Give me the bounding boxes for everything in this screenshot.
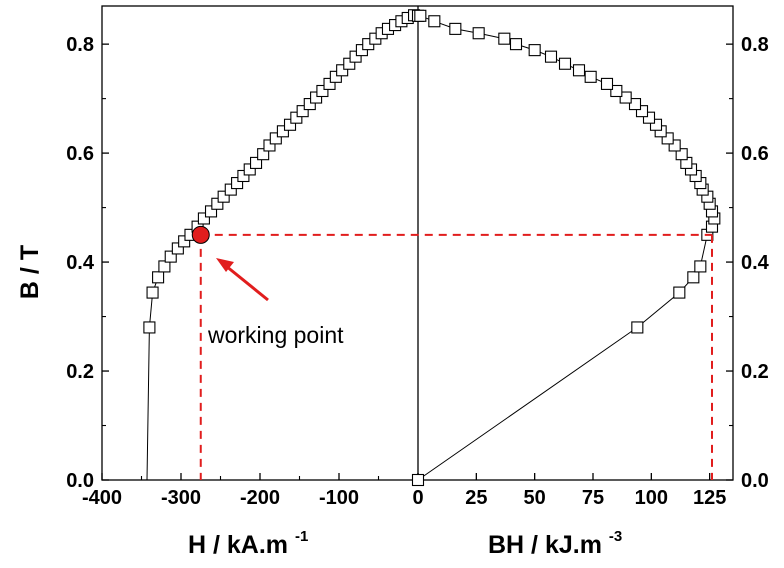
demag-data-point xyxy=(343,57,356,70)
tick-labels: 0.0 0.0 0.2 0.2 0.4 0.4 0.6 0.6 0.8 0.8 -400 -300 -2… xyxy=(66,34,769,509)
energy-data-point xyxy=(498,32,511,45)
x-tick-label-left: -100 xyxy=(319,487,359,509)
energy-data-point xyxy=(619,91,632,104)
demag-data-point xyxy=(164,250,177,263)
demag-data-point xyxy=(178,235,191,248)
x-axis-title-left: H / kA.m -1 xyxy=(188,528,308,559)
x-tick-label-left: -300 xyxy=(161,487,201,509)
demag-data-point xyxy=(237,169,250,183)
energy-data-point xyxy=(414,9,427,22)
annotation-arrow-shaft xyxy=(225,264,269,302)
x-tick-label-left: -400 xyxy=(82,487,122,509)
x-tick-label-right: 50 xyxy=(524,487,546,509)
y-tick-label-left: 0.2 xyxy=(66,361,94,383)
x-axis-title-right-text: BH / kJ.m xyxy=(488,531,602,559)
working-point-guides xyxy=(191,225,713,480)
demag-data-point xyxy=(276,125,289,138)
y-tick-label-left: 0.4 xyxy=(66,252,95,274)
energy-data-point xyxy=(528,44,541,57)
energy-data-point xyxy=(509,38,523,51)
y-tick-label-left: 0.8 xyxy=(66,34,94,56)
y-tick-label-right: 0.8 xyxy=(741,34,769,56)
y-tick-label-left: 0.6 xyxy=(66,143,94,165)
energy-data-point xyxy=(668,139,681,152)
x-tick-label-right: 100 xyxy=(635,487,668,509)
energy-data-point xyxy=(428,15,441,28)
demag-data-point xyxy=(290,111,303,124)
demag-data-point xyxy=(204,205,218,218)
energy-data-point xyxy=(572,64,586,77)
energy-data-point xyxy=(472,27,485,40)
demag-data-point xyxy=(349,50,362,63)
x-axis-title-left-text: H / kA.m xyxy=(188,531,288,559)
y-tick-label-right: 0.0 xyxy=(741,470,769,492)
energy-data-point xyxy=(584,70,597,83)
y-tick-label-left: 0.0 xyxy=(66,470,94,492)
demag-data-point xyxy=(143,321,156,334)
x-axis-title-right: BH / kJ.m -3 xyxy=(488,528,622,559)
energy-data-point xyxy=(673,286,686,299)
energy-data-point xyxy=(600,77,614,90)
demag-data-point xyxy=(243,163,256,176)
annotation-arrowhead xyxy=(216,258,234,272)
working-point-marker xyxy=(191,225,210,244)
x-tick-label-right: 75 xyxy=(582,487,604,509)
demag-data-point xyxy=(257,148,270,161)
energy-data-point xyxy=(631,321,644,334)
demag-data-point xyxy=(152,271,165,284)
demag-data-point xyxy=(336,64,349,77)
demag-data-point xyxy=(250,156,263,169)
series-lines xyxy=(146,14,715,481)
demag-data-point xyxy=(303,98,316,111)
energy-data-point xyxy=(635,105,649,118)
energy-data-point xyxy=(649,118,663,131)
x-axis-title-left-sup: -1 xyxy=(295,528,308,545)
series-markers xyxy=(143,9,721,487)
demag-data-point xyxy=(217,190,230,203)
energy-data-point xyxy=(544,50,558,63)
x-tick-label-right: 0 xyxy=(412,487,423,509)
x-axis-title-right-sup: -3 xyxy=(609,528,622,545)
working-point-label: working point xyxy=(207,322,344,348)
energy-data-point xyxy=(694,260,707,273)
energy-data-point xyxy=(449,22,462,35)
demag-curve-line xyxy=(146,14,419,481)
demag-data-point xyxy=(146,286,159,299)
demag-data-point xyxy=(283,118,297,131)
demag-data-point xyxy=(263,139,276,152)
demag-data-point xyxy=(310,91,323,104)
energy-data-point xyxy=(675,148,688,161)
demag-data-point xyxy=(296,105,309,118)
demag-data-point xyxy=(158,260,171,273)
energy-data-point xyxy=(642,111,656,124)
demag-data-point xyxy=(197,212,210,225)
demag-data-point xyxy=(171,242,184,255)
plot-frame xyxy=(101,5,734,481)
demag-data-point xyxy=(329,70,342,83)
demag-data-point xyxy=(316,84,329,98)
energy-data-point xyxy=(411,473,425,487)
demag-data-point xyxy=(224,183,237,196)
demag-data-point xyxy=(231,177,244,190)
y-tick-label-right: 0.2 xyxy=(741,361,769,383)
energy-curve-line xyxy=(417,15,715,481)
y-axis-title: B / T xyxy=(16,245,44,299)
demag-data-point xyxy=(211,197,224,210)
x-tick-label-right: 125 xyxy=(693,487,726,509)
y-tick-label-right: 0.6 xyxy=(741,143,769,165)
energy-data-point xyxy=(661,132,674,145)
energy-data-point xyxy=(610,84,623,98)
demag-data-point xyxy=(323,77,336,90)
x-tick-label-right: 25 xyxy=(465,487,487,509)
energy-data-point xyxy=(558,57,572,70)
energy-data-point xyxy=(687,271,700,284)
y-tick-label-right: 0.4 xyxy=(741,252,770,274)
energy-data-point xyxy=(628,98,642,111)
demag-data-point xyxy=(269,132,282,145)
x-tick-label-left: -200 xyxy=(240,487,280,509)
